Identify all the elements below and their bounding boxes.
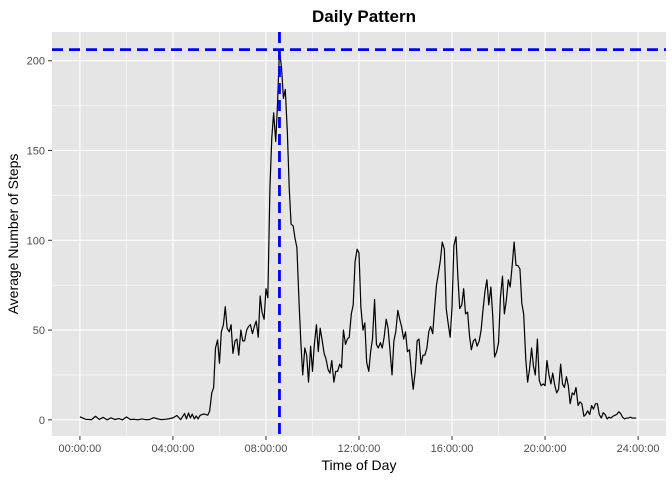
series-layer bbox=[79, 49, 637, 421]
y-tick-label: 50 bbox=[33, 325, 45, 337]
x-tick-label: 12:00:00 bbox=[338, 443, 381, 455]
y-axis-ticks: 0 50 100 150 200 bbox=[27, 56, 52, 427]
y-axis-label: Average Number of Steps bbox=[5, 154, 21, 315]
reference-lines bbox=[52, 32, 666, 436]
y-tick-label: 200 bbox=[27, 56, 45, 68]
y-tick-label: 100 bbox=[27, 235, 45, 247]
major-gridlines bbox=[52, 32, 666, 436]
chart-title: Daily Pattern bbox=[312, 7, 416, 26]
x-tick-label: 04:00:00 bbox=[152, 443, 195, 455]
x-tick-label: 00:00:00 bbox=[58, 443, 101, 455]
y-tick-label: 0 bbox=[39, 415, 45, 427]
y-tick-label: 150 bbox=[27, 146, 45, 158]
x-tick-label: 16:00:00 bbox=[431, 443, 474, 455]
x-tick-label: 20:00:00 bbox=[524, 443, 567, 455]
x-tick-label: 24:00:00 bbox=[617, 443, 660, 455]
x-tick-label: 08:00:00 bbox=[245, 443, 288, 455]
x-axis-label: Time of Day bbox=[322, 457, 397, 473]
series-line-0 bbox=[79, 49, 637, 421]
x-axis-ticks: 00:00:00 04:00:00 08:00:00 12:00:00 16:00:00… bbox=[58, 436, 660, 455]
